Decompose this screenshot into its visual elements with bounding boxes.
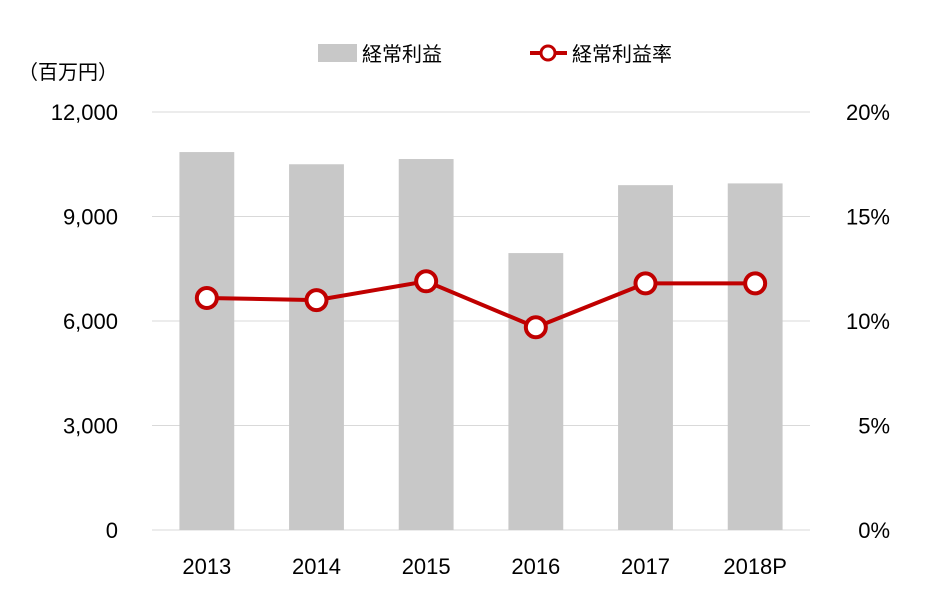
x-tick-label: 2015 (402, 554, 451, 579)
legend: 経常利益 経常利益率 (318, 43, 672, 66)
x-tick-label: 2016 (511, 554, 560, 579)
profit-margin-point-2013 (194, 286, 219, 311)
legend-item-profit-margin: 経常利益率 (530, 43, 672, 66)
y-left-tick-label: 3,000 (63, 414, 118, 439)
legend-label-profit-margin: 経常利益率 (572, 43, 672, 66)
profit-margin-point-2015 (414, 269, 439, 294)
y-right-tick-label: 0% (858, 518, 890, 543)
bar-2016 (508, 253, 564, 530)
bar-2014 (289, 164, 344, 530)
line-layer (194, 269, 768, 340)
y-left-tick-label: 9,000 (63, 205, 118, 230)
legend-bar-swatch (318, 44, 357, 62)
bar-2018P (727, 183, 783, 531)
profit-margin-line (206, 279, 756, 330)
y-left-tick-label: 12,000 (51, 100, 118, 125)
bar-2017 (618, 185, 673, 530)
profit-margin-point-2016 (523, 315, 548, 340)
x-tick-label: 2017 (621, 554, 670, 579)
legend-label-ordinary-profit: 経常利益 (362, 43, 442, 66)
profit-margin-point-2017 (633, 271, 658, 296)
y-right-tick-label: 5% (858, 414, 890, 439)
profit-margin-point-2018P (743, 271, 768, 296)
x-tick-label: 2018P (723, 554, 787, 579)
y-right-tick-label: 10% (846, 309, 890, 334)
bar-2013 (179, 152, 235, 530)
x-tick-label: 2014 (292, 554, 341, 579)
legend-item-ordinary-profit: 経常利益 (318, 43, 442, 66)
bar-2015 (398, 159, 454, 530)
y-right-tick-label: 15% (846, 205, 890, 230)
legend-marker-swatch (539, 44, 557, 62)
bar-layer (179, 152, 783, 531)
y-right-tick-label: 20% (846, 100, 890, 125)
grid-layer (152, 111, 810, 531)
x-tick-label: 2013 (182, 554, 231, 579)
y-left-tick-label: 0 (106, 518, 118, 543)
y-left-unit-label: （百万円） (18, 61, 118, 84)
label-layer: 0 3,000 6,000 9,000 12,000 0% 5% 10% 15% 20% 2013 2… (51, 100, 890, 579)
profit-margin-point-2014 (304, 288, 329, 313)
y-left-tick-label: 6,000 (63, 309, 118, 334)
